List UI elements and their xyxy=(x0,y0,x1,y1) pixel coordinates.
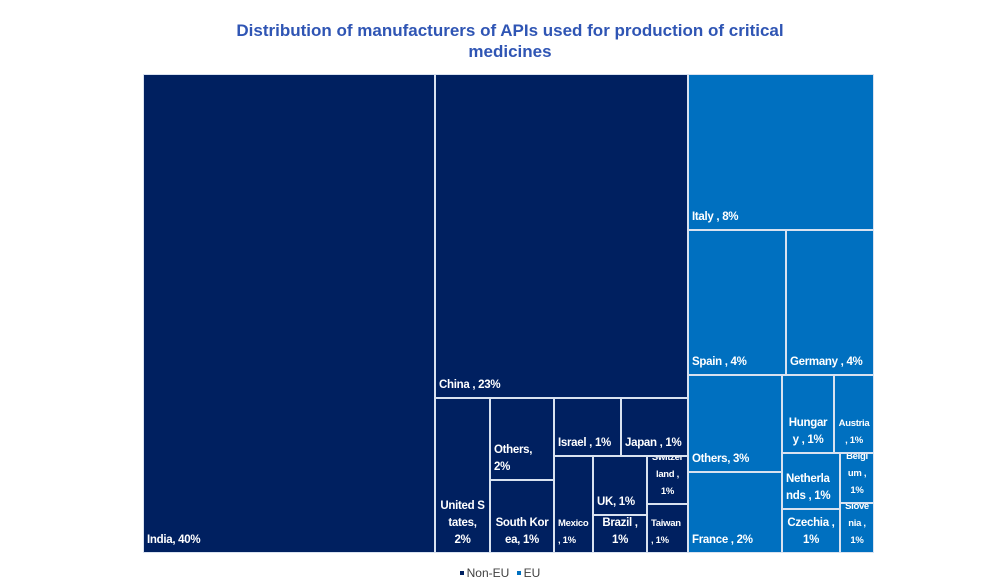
cell-label: France , 2% xyxy=(692,534,753,546)
treemap-cell-spain-13: Spain , 4% xyxy=(688,230,786,375)
cell-label: Hungary , 1% xyxy=(788,417,828,446)
treemap-cell-others-3: Others, 2% xyxy=(490,398,554,480)
cell-label: Netherlands , 1% xyxy=(786,473,831,502)
cell-label: South Korea, 1% xyxy=(495,517,549,546)
treemap-cell-mexico-7: Mexico , 1% xyxy=(554,456,593,553)
treemap-cell-switzerland-10: Switzerland , 1% xyxy=(647,456,688,504)
cell-label: Brazil , 1% xyxy=(602,517,638,546)
cell-label: Others, 2% xyxy=(494,444,533,473)
cell-label: Germany , 4% xyxy=(790,356,863,368)
cell-label: Japan , 1% xyxy=(625,437,682,449)
chart-title: Distribution of manufacturers of APIs us… xyxy=(236,21,784,61)
cell-label: India, 40% xyxy=(147,534,201,546)
treemap-cell-czechia-20: Czechia , 1% xyxy=(782,509,840,553)
legend-swatch xyxy=(516,571,521,575)
treemap-cell-uk-8: UK, 1% xyxy=(593,456,647,515)
treemap-cell-japan-6: Japan , 1% xyxy=(621,398,688,456)
treemap-cell-hungary-17: Hungary , 1% xyxy=(782,375,834,453)
legend: Non-EU EU xyxy=(0,564,1000,580)
legend-label: Non-EU xyxy=(466,566,510,580)
treemap-cell-belgium-21: Belgium , 1% xyxy=(840,453,874,503)
cell-label: Switzerland , 1% xyxy=(651,456,684,497)
cell-label: Spain , 4% xyxy=(692,356,747,368)
treemap-cell-united-2: United States, 2% xyxy=(435,398,490,553)
cell-label: China , 23% xyxy=(439,379,501,391)
legend-item-eu: EU xyxy=(516,566,541,580)
treemap-cell-france-16: France , 2% xyxy=(688,472,782,553)
cell-label: Czechia , 1% xyxy=(787,517,835,546)
cell-label: Austria , 1% xyxy=(838,418,870,446)
legend-label: EU xyxy=(523,566,541,580)
cell-label: United States, 2% xyxy=(440,500,485,546)
treemap-cell-italy-12: Italy , 8% xyxy=(688,74,874,230)
cell-label: Mexico , 1% xyxy=(558,518,589,546)
treemap-cell-israel-5: Israel , 1% xyxy=(554,398,621,456)
treemap-cell-brazil-9: Brazil , 1% xyxy=(593,515,647,553)
treemap-cell-india-0: India, 40% xyxy=(143,74,435,553)
treemap-cell-china-1: China , 23% xyxy=(435,74,688,398)
cell-label: UK, 1% xyxy=(597,496,635,508)
cell-label: Taiwan , 1% xyxy=(651,518,681,546)
cell-label: Israel , 1% xyxy=(558,437,611,449)
treemap-cell-south-4: South Korea, 1% xyxy=(490,480,554,553)
cell-label: Slovenia , 1% xyxy=(845,503,869,546)
treemap-cell-austria-18: Austria , 1% xyxy=(834,375,874,453)
treemap-cell-others-15: Others, 3% xyxy=(688,375,782,472)
cell-label: Belgium , 1% xyxy=(846,453,868,496)
treemap-cell-slovenia-22: Slovenia , 1% xyxy=(840,503,874,553)
treemap-cell-germany-14: Germany , 4% xyxy=(786,230,874,375)
cell-label: Others, 3% xyxy=(692,453,750,465)
treemap-cell-netherlands-19: Netherlands , 1% xyxy=(782,453,840,509)
cell-label: Italy , 8% xyxy=(692,211,739,223)
legend-swatch xyxy=(459,571,464,575)
treemap-cell-taiwan-11: Taiwan , 1% xyxy=(647,504,688,553)
legend-item-non-eu: Non-EU xyxy=(459,566,510,580)
